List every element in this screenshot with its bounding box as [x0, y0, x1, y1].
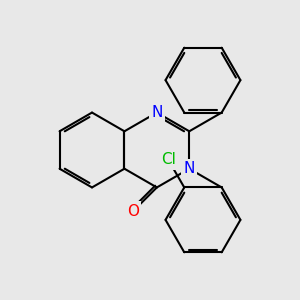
Text: Cl: Cl	[161, 152, 176, 167]
Text: N: N	[151, 105, 163, 120]
Text: N: N	[184, 161, 195, 176]
Text: O: O	[127, 204, 139, 219]
